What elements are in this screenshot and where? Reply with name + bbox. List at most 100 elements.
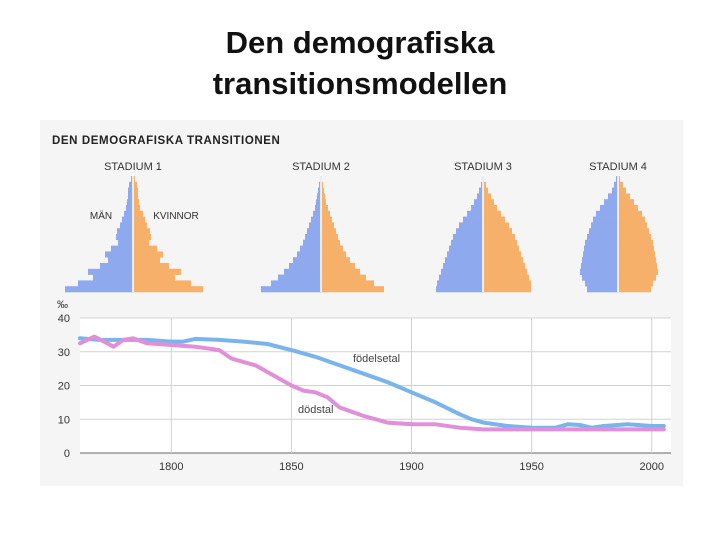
pyramid-bar-men bbox=[303, 239, 321, 246]
pyramid-bar-men bbox=[449, 245, 483, 252]
pyramid-bar-men bbox=[313, 210, 321, 217]
pyramid-bar-women bbox=[618, 239, 653, 246]
pyramid-bar-women bbox=[483, 228, 512, 235]
pyramid-bar-women bbox=[483, 181, 486, 188]
pyramid-stage-label: STADIUM 2 bbox=[292, 161, 350, 173]
pyramid-bar-men bbox=[116, 234, 133, 241]
pyramid-bar-men bbox=[300, 245, 321, 252]
pyramid-bar-women bbox=[483, 210, 501, 217]
pyramid-bar-men bbox=[481, 181, 483, 188]
series-label-death-rate: dödstal bbox=[298, 404, 333, 416]
pyramid-bar-women bbox=[618, 251, 655, 258]
pyramid-bar-women bbox=[133, 239, 149, 246]
pyramid-bar-women bbox=[483, 193, 491, 200]
series-line-birth-rate bbox=[78, 336, 666, 430]
pyramid-bar-men bbox=[271, 280, 321, 287]
pyramid-bar-women bbox=[618, 274, 656, 281]
pyramid-bar-men bbox=[474, 199, 483, 206]
pyramid-bar-men bbox=[315, 205, 321, 212]
pyramid-bar-women bbox=[133, 251, 163, 258]
pyramid-bar-women bbox=[483, 286, 531, 293]
pyramid-bar-men bbox=[463, 216, 483, 223]
pyramid-bar-women bbox=[133, 193, 138, 200]
series-label-birth-rate: födelsetal bbox=[353, 353, 400, 365]
y-axis-unit: ‰ bbox=[57, 299, 68, 311]
pyramid-bar-men bbox=[441, 268, 483, 275]
slide-title: Den demografiska transitionsmodellen bbox=[0, 22, 720, 104]
pyramid-bar-men bbox=[585, 280, 618, 287]
y-tick-label: 30 bbox=[58, 347, 70, 359]
pyramid-bar-men bbox=[261, 286, 321, 293]
slide-title-line-2: transitionsmodellen bbox=[212, 66, 508, 101]
pyramid-bar-women bbox=[321, 210, 330, 217]
pyramid-bar-women bbox=[618, 216, 645, 223]
y-tick-label: 10 bbox=[58, 414, 70, 426]
pyramid-bar-women bbox=[618, 176, 620, 183]
pyramid-bar-women bbox=[483, 245, 519, 252]
x-tick-label: 1950 bbox=[519, 461, 543, 473]
pyramid-bar-women bbox=[483, 216, 505, 223]
pyramid-bar-women bbox=[618, 280, 653, 287]
pyramid-bar-women bbox=[618, 268, 658, 275]
pyramid-bar-women bbox=[483, 257, 523, 264]
pyramid-bar-women bbox=[133, 199, 139, 206]
pyramid-bar-women bbox=[618, 181, 623, 188]
pyramid-bar-men bbox=[459, 222, 483, 229]
y-tick-label: 0 bbox=[64, 448, 70, 460]
pyramid-bar-women bbox=[618, 234, 651, 241]
pyramid-bar-men bbox=[284, 268, 321, 275]
pyramid-bar-men bbox=[436, 286, 483, 293]
pyramid-bar-women bbox=[133, 222, 147, 229]
pyramid-bar-women bbox=[618, 222, 647, 229]
pyramid-bar-women bbox=[618, 286, 651, 293]
pyramid-bar-men bbox=[129, 181, 133, 188]
pyramid-bar-men bbox=[297, 251, 321, 258]
pyramid-bar-men bbox=[124, 210, 133, 217]
pyramid-bar-women bbox=[321, 228, 336, 235]
pyramid-bar-women bbox=[133, 263, 169, 270]
pyramid-bar-men bbox=[451, 239, 483, 246]
figure-header: DEN DEMOGRAFISKA TRANSITIONEN bbox=[52, 135, 280, 147]
pyramid-bar-women bbox=[321, 280, 374, 287]
pyramid-bar-women bbox=[483, 199, 494, 206]
pyramid-bar-men bbox=[608, 193, 618, 200]
pyramid-stage-label: STADIUM 3 bbox=[454, 161, 512, 173]
pyramid-bar-women bbox=[321, 187, 324, 194]
series-line-death-rate bbox=[78, 334, 666, 432]
pyramid-bar-women bbox=[133, 228, 150, 235]
pyramid-bar-women bbox=[133, 268, 181, 275]
pyramid-bar-men bbox=[126, 205, 133, 212]
pyramid-bar-men bbox=[316, 199, 321, 206]
pyramid-bar-men bbox=[127, 199, 133, 206]
pyramid-bar-women bbox=[321, 251, 346, 258]
pyramid-bar-women bbox=[618, 263, 657, 270]
legend-men-label: MÄN bbox=[90, 210, 112, 222]
pyramid-bar-women bbox=[483, 268, 527, 275]
pyramid-bar-women bbox=[133, 176, 135, 183]
y-tick-label: 40 bbox=[58, 313, 70, 325]
pyramid-bar-men bbox=[65, 286, 133, 293]
pyramid-bar-men bbox=[447, 251, 483, 258]
pyramid-bar-women bbox=[483, 187, 488, 194]
pyramid-bar-women bbox=[321, 193, 325, 200]
rate-line-chart: 0 10 20 30 40 1800 1850 1900 1950 2000 ‰ födelsetal… bbox=[57, 299, 671, 473]
pyramid-bar-women bbox=[321, 216, 332, 223]
pyramid-bar-women bbox=[483, 251, 521, 258]
pyramid-bar-women bbox=[321, 222, 334, 229]
pyramid-bar-women bbox=[133, 210, 143, 217]
pyramid-bar-women bbox=[483, 205, 497, 212]
pyramid-bar-men bbox=[309, 222, 321, 229]
pyramid-bar-men bbox=[589, 228, 618, 235]
pyramid-bar-women bbox=[618, 199, 634, 206]
pyramid-bar-men bbox=[581, 263, 618, 270]
pyramid-4: STADIUM 4 bbox=[580, 161, 658, 293]
pyramid-bar-men bbox=[587, 286, 618, 293]
pyramids-group: STADIUM 1 MÄN KVINNOR STADIUM 2 STADIUM 3 STA… bbox=[65, 161, 658, 293]
pyramid-bar-women bbox=[133, 280, 191, 287]
pyramid-bar-men bbox=[293, 257, 321, 264]
pyramid-bar-men bbox=[582, 274, 618, 281]
pyramid-bar-men bbox=[128, 187, 133, 194]
pyramid-bar-men bbox=[105, 251, 133, 258]
pyramid-bar-men bbox=[307, 228, 321, 235]
pyramid-bar-women bbox=[618, 193, 630, 200]
